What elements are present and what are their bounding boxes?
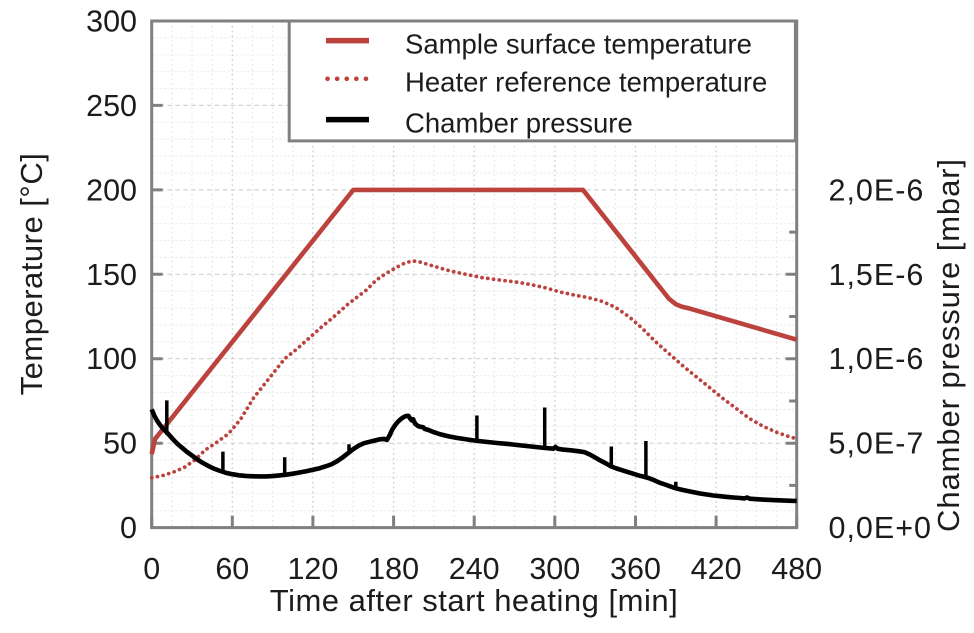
svg-text:180: 180	[368, 552, 419, 586]
svg-text:Sample surface temperature: Sample surface temperature	[405, 29, 752, 60]
svg-text:1,5E-6: 1,5E-6	[829, 258, 925, 292]
svg-text:1,0E-6: 1,0E-6	[829, 342, 925, 376]
svg-text:Time after start heating [min]: Time after start heating [min]	[270, 583, 678, 618]
svg-text:300: 300	[86, 5, 137, 39]
svg-text:100: 100	[86, 342, 137, 376]
svg-text:0: 0	[143, 552, 160, 586]
svg-text:0: 0	[120, 511, 137, 545]
svg-text:Temperature [°C]: Temperature [°C]	[14, 153, 49, 396]
svg-text:60: 60	[215, 552, 249, 586]
svg-text:250: 250	[86, 89, 137, 123]
svg-text:480: 480	[771, 552, 822, 586]
svg-text:240: 240	[449, 552, 500, 586]
svg-text:360: 360	[610, 552, 661, 586]
svg-text:300: 300	[529, 552, 580, 586]
svg-text:5,0E-7: 5,0E-7	[829, 427, 925, 461]
svg-text:120: 120	[287, 552, 338, 586]
svg-text:150: 150	[86, 258, 137, 292]
svg-text:Chamber pressure: Chamber pressure	[405, 108, 633, 139]
svg-text:420: 420	[691, 552, 742, 586]
svg-text:50: 50	[103, 427, 137, 461]
svg-text:200: 200	[86, 173, 137, 207]
svg-text:Chamber pressure [mbar]: Chamber pressure [mbar]	[931, 158, 966, 532]
svg-text:0,0E+0: 0,0E+0	[829, 511, 933, 545]
svg-text:Heater reference temperature: Heater reference temperature	[405, 67, 767, 98]
svg-text:2,0E-6: 2,0E-6	[829, 173, 925, 207]
